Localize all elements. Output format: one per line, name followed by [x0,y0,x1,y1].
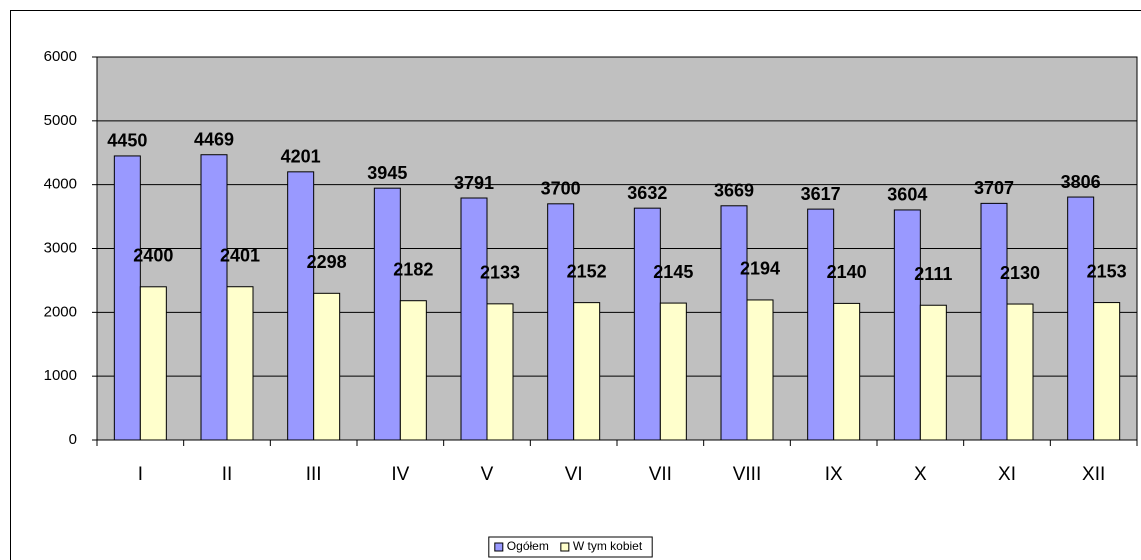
x-tick-label: XI [998,464,1016,485]
data-label: 2140 [827,262,867,282]
legend-box [488,536,653,558]
bar [399,300,427,441]
x-tick-label: VI [565,464,583,485]
data-label: 2298 [307,252,347,272]
y-tick-label: 6000 [44,48,77,65]
data-label: 4450 [107,131,147,151]
data-label: 2152 [567,261,607,281]
bar [746,299,774,441]
data-label: 3604 [887,185,927,205]
x-tick-label: III [306,464,322,485]
legend-swatch [494,542,504,552]
legend-label: Ogółem [507,539,549,553]
data-label: 3669 [714,181,754,201]
y-tick-label: 3000 [44,239,77,256]
data-label: 2194 [740,259,780,279]
bar [486,303,514,441]
y-tick-label: 5000 [44,112,77,129]
bar [720,205,748,441]
data-label: 3632 [627,183,667,203]
bar [633,207,661,441]
data-label: 2401 [220,245,260,265]
bar [226,286,254,441]
legend-swatch [560,542,570,552]
bar [313,292,341,441]
bar [1006,303,1034,441]
x-tick-label: VII [649,464,672,485]
bar [1067,196,1095,441]
data-label: 2111 [914,264,952,284]
bar [807,208,835,441]
x-tick-label: V [481,464,494,485]
data-label: 2400 [133,246,173,266]
x-tick-label: XII [1082,464,1105,485]
data-label: 2133 [480,263,520,283]
data-label: 2145 [653,262,693,282]
y-tick-label: 2000 [44,303,77,320]
data-label: 3945 [367,163,407,183]
data-label: 3707 [974,178,1014,198]
data-label: 3806 [1061,172,1101,192]
data-label: 2182 [393,259,433,279]
bar [980,202,1008,441]
bar [200,154,228,441]
data-label: 4201 [281,147,321,167]
data-label: 3700 [541,179,581,199]
bar [833,302,861,441]
bar [547,203,575,441]
x-tick-label: IX [825,464,843,485]
y-tick-label: 0 [69,431,77,448]
bar [659,302,687,441]
bar [373,187,401,441]
bar [139,286,167,441]
bar [460,197,488,441]
legend: Ogółem W tym kobiet [488,536,653,558]
data-label: 2130 [1000,263,1040,283]
bar [573,302,601,441]
y-tick-label: 4000 [44,176,77,193]
data-label: 3617 [801,184,841,204]
bar [287,171,315,441]
x-tick-label: I [138,464,143,485]
x-tick-label: II [222,464,233,485]
legend-label: W tym kobiet [573,539,643,553]
data-label: 4469 [194,129,234,149]
x-tick-label: X [914,464,927,485]
data-label: 3791 [454,173,494,193]
x-tick-label: VIII [733,464,762,485]
bar [893,209,921,441]
y-tick-label: 1000 [44,367,77,384]
bar [113,155,141,441]
bar [919,304,947,441]
x-tick-label: IV [391,464,409,485]
data-label: 2153 [1087,261,1127,281]
bar [1093,302,1121,441]
